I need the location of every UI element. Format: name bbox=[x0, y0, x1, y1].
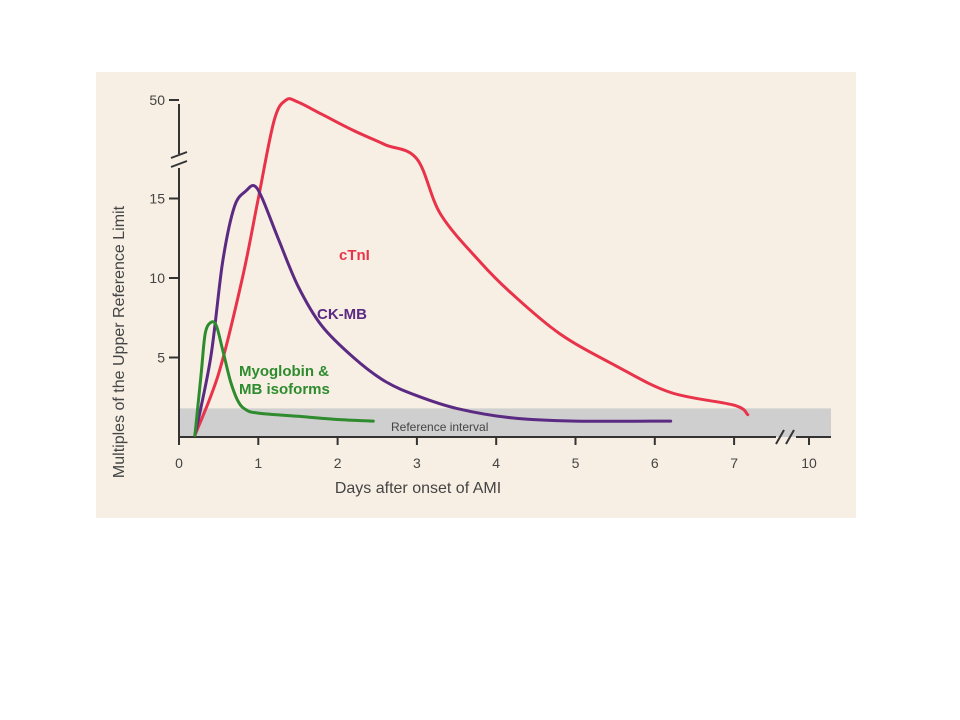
series-label-ck-mb: CK-MB bbox=[317, 306, 367, 323]
chart-svg: Reference interval 0 1 2 3 4 5 6 7 10 5 10 15 50 cTn… bbox=[111, 92, 831, 497]
x-axis-break-mark bbox=[775, 429, 785, 445]
tick-labels: 0 1 2 3 4 5 6 7 10 5 10 15 50 bbox=[149, 92, 817, 471]
x-tick-label: 7 bbox=[730, 455, 738, 471]
series-label-ctni: cTnI bbox=[339, 247, 370, 264]
series-line-myoglobin bbox=[193, 320, 375, 437]
reference-interval-band: Reference interval bbox=[179, 408, 831, 437]
reference-interval-label: Reference interval bbox=[391, 420, 488, 434]
series-line-ck-mb bbox=[193, 183, 673, 437]
axes bbox=[170, 104, 831, 445]
x-tick-label: 4 bbox=[492, 455, 500, 471]
series-label-myoglobin-line2: MB isoforms bbox=[239, 381, 330, 398]
x-tick-label: 0 bbox=[175, 455, 183, 471]
y-axis-break-mark bbox=[170, 151, 188, 159]
reference-interval-rect bbox=[179, 408, 831, 437]
series-lines bbox=[193, 97, 750, 437]
y-tick-label: 15 bbox=[149, 191, 165, 207]
series-label-myoglobin-line1: Myoglobin & bbox=[239, 363, 329, 380]
y-axis-break-mark bbox=[170, 160, 188, 168]
x-axis-break-mark bbox=[785, 429, 795, 445]
x-tick-label: 3 bbox=[413, 455, 421, 471]
y-tick-label: 50 bbox=[149, 92, 165, 108]
x-tick-label: 6 bbox=[651, 455, 659, 471]
x-tick-label: 10 bbox=[801, 455, 817, 471]
y-axis-label: Multiples of the Upper Reference Limit bbox=[111, 205, 128, 478]
y-tick-label: 5 bbox=[157, 350, 165, 366]
x-tick-label: 2 bbox=[334, 455, 342, 471]
series-line-ctni bbox=[193, 97, 750, 437]
chart-panel: Reference interval 0 1 2 3 4 5 6 7 10 5 10 15 50 cTn… bbox=[96, 72, 856, 518]
y-tick-label: 10 bbox=[149, 270, 165, 286]
x-axis-label: Days after onset of AMI bbox=[335, 480, 501, 497]
x-tick-label: 5 bbox=[572, 455, 580, 471]
series-labels: cTnI CK-MB Myoglobin &MB isoforms bbox=[239, 247, 370, 398]
x-tick-label: 1 bbox=[254, 455, 262, 471]
